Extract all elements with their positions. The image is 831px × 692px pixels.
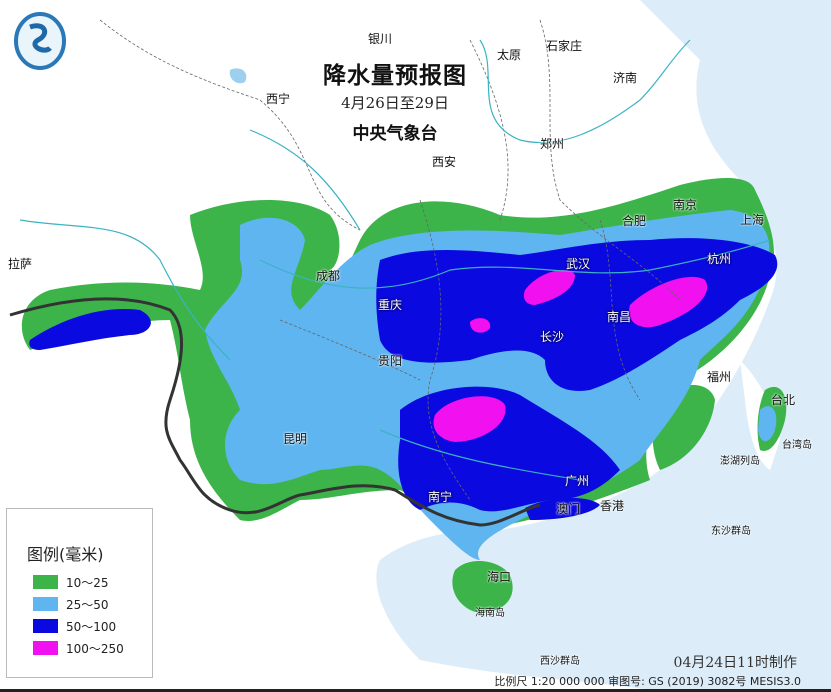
city-label: 台湾岛 — [782, 440, 812, 451]
scale-and-approval: 比例尺 1:20 000 000 审图号: GS (2019) 3082号 ME… — [494, 675, 801, 688]
cma-logo-icon — [10, 12, 72, 70]
city-label: 杭州 — [707, 252, 732, 266]
legend-item: 25～50 — [33, 597, 152, 612]
legend-item: 100～250 — [33, 641, 152, 656]
city-label: 海口 — [487, 570, 512, 584]
city-label: 西沙群岛 — [540, 656, 580, 667]
city-label: 南昌 — [607, 310, 632, 324]
legend-swatch — [33, 575, 58, 589]
city-label: 海南岛 — [475, 608, 505, 619]
legend: 图例(毫米) 10～25 25～50 50～100 100～250 — [6, 508, 153, 678]
map-title: 降水量预报图 — [323, 63, 467, 89]
city-label: 拉萨 — [8, 257, 33, 271]
city-label: 台北 — [771, 393, 796, 407]
city-label: 长沙 — [540, 330, 565, 344]
legend-item: 10～25 — [33, 575, 152, 590]
national-border — [9, 297, 541, 527]
production-time: 04月24日11时制作 — [673, 655, 797, 671]
legend-title: 图例(毫米) — [27, 545, 104, 564]
city-label: 澎湖列岛 — [720, 456, 760, 467]
city-label: 银川 — [368, 32, 393, 46]
city-label: 福州 — [707, 370, 732, 384]
city-label: 东沙群岛 — [711, 526, 751, 537]
sea — [376, 0, 831, 692]
bottom-border — [0, 689, 831, 692]
city-label: 西安 — [432, 155, 457, 169]
city-label: 济南 — [613, 71, 638, 85]
city-label: 广州 — [565, 474, 590, 488]
city-label: 郑州 — [540, 137, 565, 151]
city-label: 南宁 — [428, 490, 453, 504]
city-label: 西宁 — [266, 92, 291, 106]
rain-50-100 — [376, 238, 778, 391]
city-label: 成都 — [316, 269, 341, 283]
city-label: 太原 — [497, 48, 522, 62]
legend-item: 50～100 — [33, 619, 152, 634]
forecast-period: 4月26日至29日 — [341, 94, 449, 112]
issuer: 中央气象台 — [352, 124, 438, 144]
legend-label: 10～25 — [66, 575, 109, 590]
rain-100-250 — [629, 276, 708, 328]
city-label: 香港 — [600, 499, 625, 513]
city-label: 合肥 — [622, 214, 647, 228]
city-label: 重庆 — [378, 298, 403, 312]
city-label: 石家庄 — [546, 39, 583, 53]
city-label: 贵阳 — [378, 354, 403, 368]
legend-swatch — [33, 619, 58, 633]
city-label: 昆明 — [283, 432, 308, 446]
legend-label: 50～100 — [66, 619, 117, 634]
city-label: 上海 — [740, 213, 765, 227]
legend-swatch — [33, 597, 58, 611]
city-label: 澳门 — [556, 502, 581, 516]
legend-label: 100～250 — [66, 641, 124, 656]
map-title-block: 降水量预报图 4月26日至29日 中央气象台 — [300, 56, 490, 144]
legend-label: 25～50 — [66, 597, 109, 612]
city-label: 南京 — [673, 198, 698, 212]
legend-swatch — [33, 641, 58, 655]
city-label: 武汉 — [566, 257, 591, 271]
